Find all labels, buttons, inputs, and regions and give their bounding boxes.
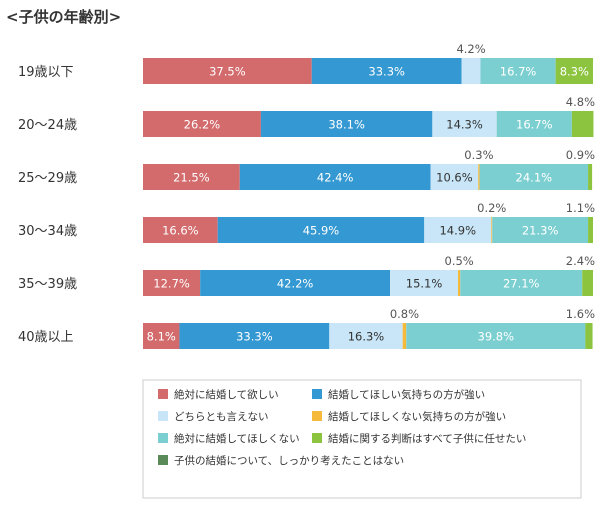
category-label: 30〜34歳 <box>18 224 77 239</box>
legend-entry: 絶対に結婚してほしくない <box>174 432 300 445</box>
data-label-above: 0.8% <box>390 307 419 321</box>
bar-segment <box>478 164 480 190</box>
bar-segment <box>430 164 479 190</box>
data-label: 14.3% <box>446 118 483 132</box>
bar-segment <box>143 270 201 296</box>
legend-swatch <box>158 389 168 399</box>
bar-segment <box>585 323 593 349</box>
legend-entry: 結婚に関する判断はすべて子供に任せたい <box>328 432 526 445</box>
bar-segment <box>143 164 240 190</box>
data-label: 8.3% <box>560 65 589 79</box>
bar-segments <box>143 58 594 349</box>
data-label-above: 0.2% <box>477 201 506 215</box>
data-label: 14.9% <box>439 224 476 238</box>
data-label-above: 1.1% <box>566 201 595 215</box>
data-label: 42.2% <box>277 277 314 291</box>
data-label: 10.6% <box>436 171 473 185</box>
data-label-above: 2.4% <box>566 254 595 268</box>
data-label-above: 4.2% <box>456 42 485 56</box>
data-label: 33.3% <box>368 65 405 79</box>
bar-segment <box>143 217 218 243</box>
data-label: 16.3% <box>348 330 385 344</box>
data-label: 38.1% <box>328 118 365 132</box>
bar-segment <box>432 111 497 137</box>
bar-segment <box>311 58 462 84</box>
data-label: 42.4% <box>317 171 354 185</box>
bar-segment <box>260 111 433 137</box>
bar-segment <box>239 164 431 190</box>
data-label-above: 0.9% <box>566 148 595 162</box>
bar-segment <box>479 164 589 190</box>
bar-segment <box>461 58 481 84</box>
bar-segment <box>390 270 458 296</box>
data-label-above: 1.6% <box>566 307 595 321</box>
bar-segment <box>143 323 180 349</box>
category-label: 35〜39歳 <box>18 277 77 292</box>
bar-segment <box>555 58 593 84</box>
bar-segment <box>571 111 594 137</box>
legend-swatch <box>312 389 322 399</box>
legend-swatch <box>312 433 322 443</box>
bar-segment <box>402 323 407 349</box>
data-label-above: 0.3% <box>464 148 493 162</box>
data-label: 26.2% <box>184 118 221 132</box>
data-label: 33.3% <box>236 330 273 344</box>
category-label: 40歳以上 <box>18 330 74 345</box>
legend-swatch <box>158 411 168 421</box>
data-label: 24.1% <box>516 171 553 185</box>
bar-segment <box>458 270 461 296</box>
data-label: 12.7% <box>153 277 190 291</box>
data-label: 16.7% <box>500 65 537 79</box>
legend-entry: 結婚してほしくない気持ちの方が強い <box>328 410 506 423</box>
data-label-above: 4.8% <box>566 95 595 109</box>
bar-segment <box>424 217 492 243</box>
bar-segment <box>179 323 330 349</box>
bar-segment <box>588 217 593 243</box>
bar-segment <box>200 270 391 296</box>
data-label: 21.3% <box>522 224 559 238</box>
legend-entry: どちらとも言えない <box>174 410 269 423</box>
data-label: 39.8% <box>478 330 515 344</box>
bar-segment <box>582 270 593 296</box>
bar-segment <box>460 270 583 296</box>
bar-segment <box>217 217 425 243</box>
bar-segment <box>143 111 261 137</box>
data-label: 8.1% <box>147 330 176 344</box>
data-label: 16.6% <box>162 224 199 238</box>
data-label: 27.1% <box>503 277 540 291</box>
bar-segment <box>406 323 586 349</box>
data-label: 21.5% <box>173 171 210 185</box>
legend-entry: 子供の結婚について、しっかり考えたことはない <box>174 454 404 467</box>
data-label: 16.7% <box>516 118 553 132</box>
legend-box <box>142 379 582 499</box>
data-labels: 37.5% 33.3% 4.2% 16.7% 8.3% 26.2% 38.1% 14.3% 16… <box>147 42 595 344</box>
bar-segment <box>480 58 556 84</box>
bar-segment <box>492 217 589 243</box>
data-label: 37.5% <box>209 65 246 79</box>
bar-segment <box>588 164 593 190</box>
legend-swatch <box>312 411 322 421</box>
legend-swatch <box>158 433 168 443</box>
chart-title: <子供の年齢別> <box>6 8 121 26</box>
category-labels: 19歳以下 20〜24歳 25〜29歳 30〜34歳 35〜39歳 40歳以上 <box>18 65 77 345</box>
category-label: 19歳以下 <box>18 65 74 80</box>
bar-segment <box>329 323 403 349</box>
bar-segment <box>143 58 312 84</box>
category-label: 25〜29歳 <box>18 171 77 186</box>
data-label: 45.9% <box>303 224 340 238</box>
legend-entry: 絶対に結婚して欲しい <box>174 388 279 401</box>
data-label-above: 0.5% <box>445 254 474 268</box>
legend-swatch <box>158 455 168 465</box>
bar-segment <box>491 217 493 243</box>
category-label: 20〜24歳 <box>18 118 77 133</box>
data-label: 15.1% <box>406 277 443 291</box>
bar-segment <box>496 111 572 137</box>
legend-entry: 結婚してほしい気持ちの方が強い <box>328 388 485 401</box>
